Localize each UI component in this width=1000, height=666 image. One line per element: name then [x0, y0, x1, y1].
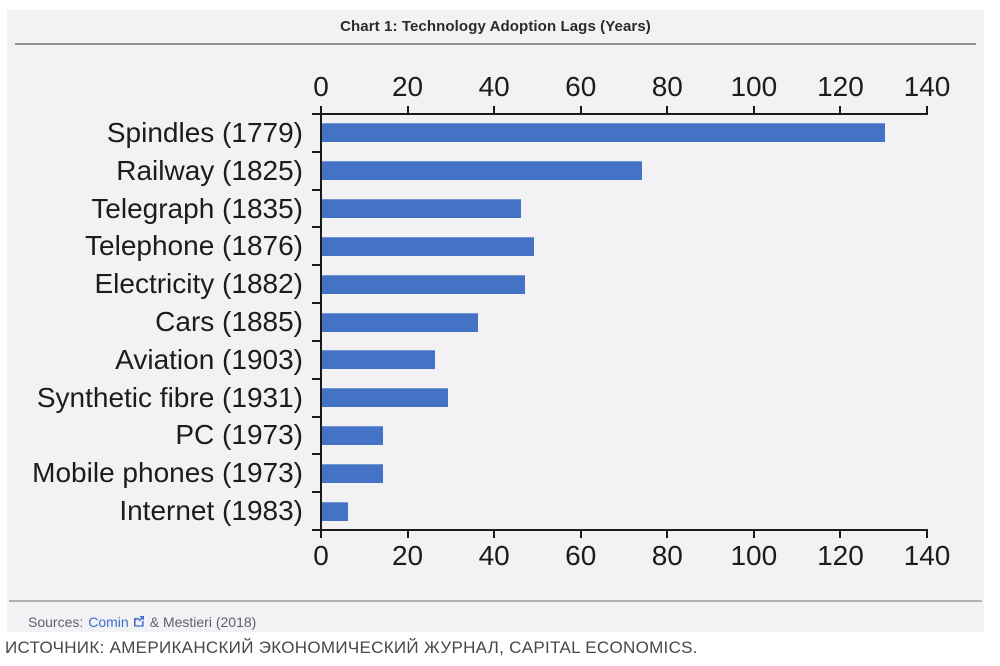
x-tick-label-top: 100	[730, 71, 778, 102]
comin-link-label: Comin	[88, 613, 129, 630]
bar	[322, 274, 526, 294]
x-tick-label-top: 120	[817, 71, 864, 102]
category-label: Telegraph (1835)	[91, 192, 303, 224]
footnote-source: ИСТОЧНИК: АМЕРИКАНСКИЙ ЭКОНОМИЧЕСКИЙ ЖУР…	[5, 638, 698, 657]
x-tick-label-top: 40	[478, 71, 510, 102]
x-tick-top	[579, 106, 582, 114]
bar	[322, 388, 448, 408]
y-tick	[312, 529, 320, 531]
y-tick	[312, 302, 320, 305]
x-tick-label-top: 140	[903, 71, 951, 102]
x-axis-bottom	[321, 529, 928, 531]
x-tick-top	[839, 106, 842, 114]
x-tick-bottom	[320, 529, 322, 538]
bar	[322, 463, 383, 483]
y-tick	[312, 415, 320, 418]
x-tick-label-bottom: 80	[651, 540, 683, 571]
y-tick	[312, 188, 320, 191]
x-tick-bottom	[839, 529, 842, 538]
x-tick-top	[666, 106, 669, 114]
x-tick-label-top: 80	[651, 71, 683, 102]
sources-label: Sources:	[28, 613, 84, 630]
x-tick-label-bottom: 0	[313, 540, 329, 571]
y-tick	[312, 226, 320, 229]
x-tick-label-bottom: 120	[817, 540, 864, 571]
footer-divider	[9, 600, 982, 602]
bar	[322, 501, 348, 521]
category-label: Aviation (1903)	[115, 343, 303, 375]
x-tick-bottom	[493, 529, 496, 538]
x-tick-bottom	[926, 529, 928, 538]
y-tick	[312, 150, 320, 153]
x-tick-top	[406, 106, 409, 114]
y-tick	[312, 491, 320, 494]
x-tick-bottom	[579, 529, 582, 538]
category-label: PC (1973)	[175, 419, 303, 451]
x-tick-label-bottom: 40	[478, 540, 510, 571]
x-tick-label-bottom: 20	[391, 540, 424, 571]
x-tick-label-top: 20	[391, 71, 424, 102]
category-label: Synthetic fibre (1931)	[36, 381, 303, 413]
title-divider	[15, 43, 976, 45]
bar-chart: 0 0 20 20 40 40 60 60 80 80 100 100 120 120 140 140 Spin…	[7, 10, 984, 632]
x-tick-top	[752, 106, 755, 114]
category-label: Spindles (1779)	[106, 116, 303, 148]
x-axis-top	[321, 113, 928, 115]
bar	[322, 161, 643, 181]
category-label: Electricity (1882)	[94, 268, 303, 300]
sources-row: Sources: Comin & Mestieri (2018)	[28, 611, 256, 632]
comin-link[interactable]: Comin	[88, 614, 144, 630]
category-label: Telephone (1876)	[85, 230, 303, 262]
x-tick-top	[493, 106, 496, 114]
chart-card: Chart 1: Technology Adoption Lags (Years…	[7, 10, 984, 632]
chart-title: Chart 1: Technology Adoption Lags (Years…	[340, 18, 651, 35]
x-tick-bottom	[406, 529, 409, 538]
category-label: Railway (1825)	[116, 154, 303, 186]
category-label: Internet (1983)	[119, 495, 303, 527]
x-tick-top	[926, 106, 928, 114]
y-tick	[312, 453, 320, 456]
x-tick-top	[320, 106, 322, 114]
x-tick-label-bottom: 60	[565, 540, 597, 571]
category-label: Mobile phones (1973)	[32, 457, 303, 489]
x-tick-label-bottom: 100	[730, 540, 778, 571]
sources-suffix: & Mestieri (2018)	[149, 613, 257, 630]
bar	[322, 312, 478, 332]
x-tick-bottom	[666, 529, 669, 538]
y-tick	[312, 377, 320, 380]
x-tick-label-top: 60	[565, 71, 597, 102]
bar	[322, 425, 383, 445]
y-tick	[312, 113, 320, 115]
y-axis	[320, 114, 322, 530]
y-tick	[312, 264, 320, 267]
bar	[322, 236, 535, 256]
bar	[322, 350, 435, 370]
category-label: Cars (1885)	[155, 306, 303, 337]
y-tick	[312, 339, 320, 342]
x-tick-label-bottom: 140	[903, 540, 951, 571]
external-link-icon	[133, 614, 145, 627]
x-tick-label-top: 0	[313, 71, 329, 102]
x-tick-bottom	[752, 529, 755, 538]
bar	[322, 199, 522, 219]
bar	[322, 123, 885, 143]
